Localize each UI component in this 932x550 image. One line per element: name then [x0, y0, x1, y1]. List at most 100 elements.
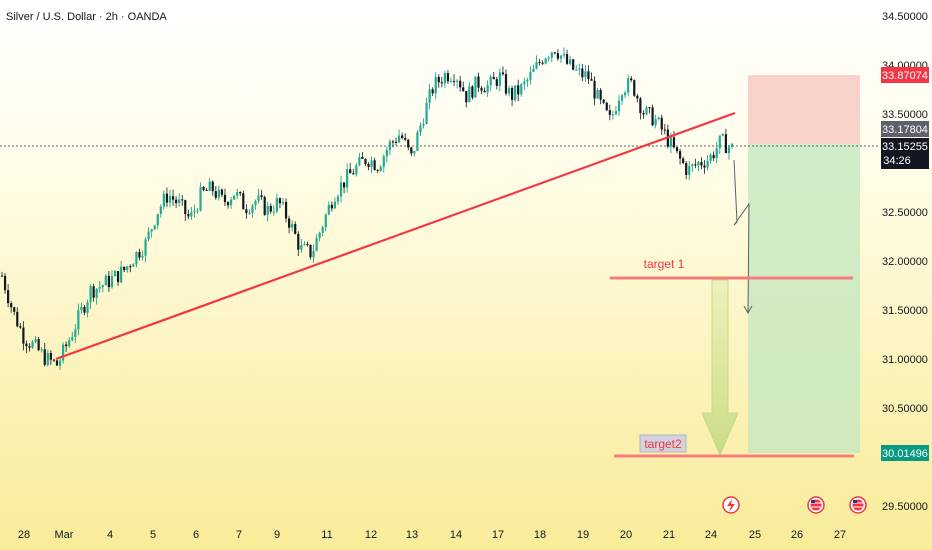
- candle-body: [74, 329, 77, 338]
- candle-body: [10, 303, 13, 308]
- candle-body: [459, 80, 462, 88]
- candle-body: [16, 311, 19, 327]
- candles: [0, 47, 734, 371]
- candle-body: [721, 134, 724, 136]
- candle-body: [199, 186, 202, 211]
- candle-body: [101, 285, 104, 288]
- candle-body: [617, 100, 621, 112]
- candle-body: [413, 150, 416, 154]
- candle-body: [355, 165, 358, 175]
- candle-body: [654, 119, 657, 126]
- candle-body: [727, 146, 731, 154]
- candle-body: [532, 68, 535, 72]
- candle-body: [214, 191, 217, 198]
- candle-body: [7, 290, 10, 304]
- candle-body: [614, 111, 618, 115]
- candle-body: [297, 233, 300, 250]
- candle-body: [498, 72, 501, 86]
- price-tag-stop-text: 33.87074: [882, 70, 928, 82]
- candle-body: [602, 99, 605, 103]
- candle-body: [31, 341, 34, 348]
- candle-body: [465, 91, 468, 103]
- y-tick-label: 32.50000: [882, 207, 928, 219]
- candle-body: [284, 202, 288, 219]
- candle-body: [312, 250, 315, 258]
- candle-body: [330, 204, 333, 209]
- x-tick-label: 27: [834, 529, 846, 541]
- candle-body: [25, 343, 28, 347]
- candle-body: [138, 251, 141, 258]
- x-tick-label: 19: [577, 529, 589, 541]
- candle-body: [550, 52, 553, 58]
- candle-body: [89, 286, 92, 303]
- candle-body: [688, 166, 691, 175]
- candle-body: [263, 197, 266, 215]
- candle-body: [452, 80, 456, 82]
- x-tick-label: 26: [791, 529, 803, 541]
- candle-body: [110, 276, 114, 288]
- candle-body: [168, 196, 172, 203]
- candle-body: [605, 102, 608, 111]
- candle-body: [446, 73, 450, 82]
- candle-body: [480, 87, 483, 91]
- candle-body: [382, 156, 385, 168]
- candle-body: [492, 76, 495, 80]
- y-tick-label: 31.00000: [882, 354, 928, 366]
- candle-body: [483, 90, 486, 93]
- candle-body: [590, 79, 593, 81]
- candle-body: [431, 89, 434, 94]
- candle-body: [660, 117, 663, 130]
- candle-body: [150, 229, 153, 232]
- candle-body: [507, 88, 511, 94]
- candle-body: [217, 189, 220, 198]
- candle-body: [77, 310, 80, 330]
- candle-body: [184, 200, 187, 215]
- candle-body: [526, 79, 529, 82]
- candle-body: [245, 209, 248, 214]
- candle-body: [0, 275, 4, 277]
- candle-body: [678, 151, 682, 159]
- x-tick-label: Mar: [55, 529, 74, 541]
- x-tick-label: 20: [620, 529, 632, 541]
- us-flag-icon-2[interactable]: [849, 496, 867, 514]
- x-tick-label: 4: [107, 529, 113, 541]
- x-tick-label: 13: [406, 529, 418, 541]
- candle-body: [129, 266, 132, 268]
- candle-body: [233, 195, 236, 200]
- candle-body: [663, 129, 666, 131]
- candle-body: [623, 92, 627, 96]
- candle-body: [349, 169, 352, 174]
- y-tick-label: 31.50000: [882, 305, 928, 317]
- take-profit-zone: [748, 144, 860, 453]
- stop-loss-zone: [748, 75, 860, 144]
- candle-body: [175, 199, 178, 204]
- candle-body: [620, 95, 624, 101]
- candle-body: [22, 327, 25, 344]
- y-tick-label: 34.50000: [882, 11, 928, 23]
- candle-body: [306, 244, 309, 246]
- price-tag-current-text: 33.15255: [882, 141, 928, 153]
- x-axis: 28 Mar 4 5 6 7 9 11 12 13 14 17 18 19 20 21 24 25 26 27: [18, 529, 846, 541]
- candle-body: [514, 85, 517, 100]
- candle-body: [278, 198, 282, 204]
- candle-body: [165, 193, 169, 203]
- candle-body: [269, 205, 272, 212]
- candle-body: [523, 81, 526, 85]
- x-tick-label: 7: [236, 529, 242, 541]
- candle-body: [61, 344, 65, 361]
- candle-body: [416, 132, 419, 151]
- candle-body: [361, 156, 364, 159]
- x-tick-label: 11: [321, 529, 332, 541]
- candle-body: [68, 340, 71, 347]
- candle-body: [123, 266, 126, 271]
- target1-text: target 1: [644, 257, 685, 271]
- candle-body: [52, 359, 56, 361]
- candle-body: [379, 167, 382, 172]
- target2-label: target2: [639, 434, 687, 453]
- x-tick-label: 9: [274, 529, 280, 541]
- us-flag-icon[interactable]: [807, 496, 825, 514]
- candle-body: [556, 53, 559, 59]
- candle-body: [208, 181, 211, 191]
- lightning-icon[interactable]: [722, 496, 740, 514]
- candle-body: [449, 80, 453, 82]
